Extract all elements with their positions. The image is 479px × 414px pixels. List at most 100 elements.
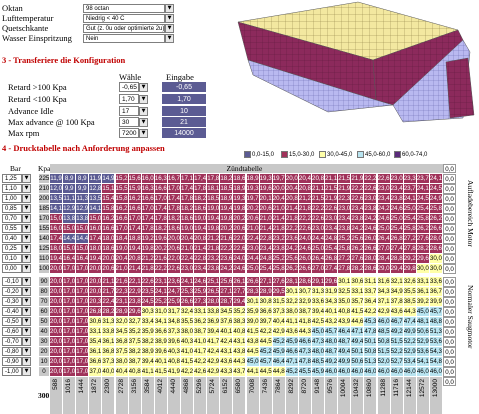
ignition-cell[interactable]: 43,8 [246, 336, 260, 347]
ignition-cell[interactable]: 38,0 [115, 356, 129, 367]
ignition-cell[interactable]: 14,1 [50, 204, 64, 215]
ignition-cell[interactable]: 43,2 [325, 316, 339, 327]
chevron-down-icon[interactable]: ▼ [22, 214, 31, 224]
ignition-cell[interactable]: 20,0 [285, 174, 299, 185]
ignition-cell[interactable]: 46,0 [377, 366, 391, 377]
ignition-cell[interactable]: 24,8 [325, 234, 339, 245]
ignition-cell[interactable]: 16,6 [102, 224, 116, 235]
ignition-cell[interactable]: 21,4 [128, 264, 142, 275]
ignition-cell[interactable]: 22,6 [167, 264, 181, 275]
ignition-cell[interactable]: 19,2 [141, 234, 155, 245]
ignition-cell[interactable]: 42,4 [207, 346, 221, 357]
ignition-cell[interactable]: 37,6 [220, 316, 234, 327]
ignition-cell[interactable]: 17,0 [63, 286, 77, 297]
ignition-cell[interactable]: 17,0 [63, 346, 77, 357]
ignition-cell[interactable]: 48,1 [416, 316, 430, 327]
ignition-cell[interactable]: 42,9 [377, 306, 391, 317]
ignition-cell[interactable]: 47,3 [312, 336, 326, 347]
ignition-cell[interactable]: 30,1 [246, 296, 260, 307]
ignition-cell[interactable]: 20,8 [298, 184, 312, 195]
chevron-down-icon[interactable]: ▼ [22, 234, 31, 244]
ignition-cell[interactable]: 13,8 [63, 214, 77, 225]
ignition-cell[interactable]: 26,4 [312, 254, 326, 265]
ignition-cell[interactable]: 11,9 [50, 174, 64, 185]
ignition-cell[interactable]: 22,8 [194, 254, 208, 265]
ignition-cell[interactable]: 21,7 [102, 286, 116, 297]
ignition-cell[interactable]: 41,9 [167, 366, 181, 377]
ignition-cell[interactable]: 22,8 [259, 234, 273, 245]
ignition-cell[interactable]: 38,7 [194, 326, 208, 337]
ignition-cell[interactable]: 20,0 [50, 264, 64, 275]
ignition-cell[interactable]: 45,2 [285, 366, 299, 377]
ignition-cell[interactable]: 17,0 [63, 366, 77, 377]
ignition-cell[interactable]: 31,0 [154, 306, 168, 317]
ignition-cell[interactable]: 47,4 [403, 316, 417, 327]
ignition-cell[interactable]: 22,2 [154, 264, 168, 275]
ignition-cell[interactable]: 23,8 [390, 194, 404, 205]
ignition-cell[interactable]: 11,3 [76, 194, 90, 205]
ignition-cell[interactable]: 17,0 [76, 276, 90, 287]
ignition-cell[interactable]: 17,0 [76, 356, 90, 367]
ignition-cell[interactable]: 35,7 [351, 296, 365, 307]
ignition-cell[interactable]: 26,6 [246, 276, 260, 287]
ignition-cell[interactable]: 21,8 [285, 214, 299, 225]
ignition-cell[interactable]: 41,7 [194, 346, 208, 357]
ignition-cell[interactable]: 17,1 [181, 174, 195, 185]
chevron-down-icon[interactable]: ▼ [22, 336, 31, 346]
ignition-cell[interactable]: 18,6 [181, 214, 195, 225]
ignition-cell[interactable]: 18,5 [207, 194, 221, 205]
ignition-cell[interactable]: 20,4 [115, 254, 129, 265]
ignition-cell[interactable]: 39,2 [416, 296, 430, 307]
bar-field[interactable]: -0,40 [2, 306, 22, 316]
ignition-cell[interactable]: 52,2 [390, 346, 404, 357]
ignition-cell[interactable]: 36,1 [102, 336, 116, 347]
ignition-cell[interactable]: 32,5 [338, 286, 352, 297]
ignition-cell[interactable]: 23,8 [272, 244, 286, 255]
ignition-cell[interactable]: 39,9 [429, 296, 443, 307]
ignition-cell[interactable]: 24,6 [377, 214, 391, 225]
ignition-cell[interactable]: 44,3 [403, 306, 417, 317]
ignition-cell[interactable]: 22,4 [102, 296, 116, 307]
ignition-cell[interactable]: 20,0 [102, 254, 116, 265]
bar-field[interactable]: -0,30 [2, 296, 22, 306]
ignition-cell[interactable]: 29,2 [403, 254, 417, 265]
ignition-cell[interactable]: 14,1 [89, 204, 103, 215]
ignition-cell[interactable]: 18,5 [220, 184, 234, 195]
ignition-cell[interactable]: 17,4 [167, 194, 181, 205]
ignition-cell[interactable]: 27,6 [416, 234, 430, 245]
bar-field[interactable]: -0,60 [2, 326, 22, 336]
ignition-cell[interactable]: 25,4 [403, 214, 417, 225]
ignition-cell[interactable]: 30,7 [298, 286, 312, 297]
ignition-cell[interactable]: 37,3 [102, 356, 116, 367]
ignition-cell[interactable]: 48,5 [312, 356, 326, 367]
ignition-cell[interactable]: 18,1 [207, 184, 221, 195]
ignition-cell[interactable]: 17,4 [141, 214, 155, 225]
ignition-cell[interactable]: 17,0 [76, 316, 90, 327]
ignition-cell[interactable]: 23,8 [351, 214, 365, 225]
ignition-cell[interactable]: 20,2 [154, 244, 168, 255]
ignition-cell[interactable]: 46,6 [285, 346, 299, 357]
ignition-cell[interactable]: 47,8 [298, 356, 312, 367]
ignition-cell[interactable]: 15,2 [115, 174, 129, 185]
ignition-cell[interactable]: 22,6 [364, 184, 378, 195]
ignition-cell[interactable]: 41,0 [194, 336, 208, 347]
ignition-cell[interactable]: 42,9 [207, 366, 221, 377]
ignition-cell[interactable]: 47,1 [351, 326, 365, 337]
ignition-cell[interactable]: 26,1 [233, 276, 247, 287]
ignition-cell[interactable]: 43,8 [233, 346, 247, 357]
ignition-cell[interactable]: 25,8 [272, 264, 286, 275]
ignition-cell[interactable]: 15,9 [128, 184, 142, 195]
ignition-cell[interactable]: 23,0 [181, 264, 195, 275]
ignition-cell[interactable]: 39,0 [246, 316, 260, 327]
ignition-cell[interactable]: 15,0 [89, 214, 103, 225]
ignition-cell[interactable]: 17,4 [181, 184, 195, 195]
ignition-cell[interactable]: 33,4 [141, 316, 155, 327]
ignition-cell[interactable]: 21,2 [207, 234, 221, 245]
chevron-down-icon[interactable]: ▼ [165, 4, 174, 13]
chevron-down-icon[interactable]: ▼ [22, 204, 31, 214]
ignition-cell[interactable]: 15,4 [102, 194, 116, 205]
bar-field[interactable]: -0,80 [2, 346, 22, 356]
ignition-cell[interactable]: 20,6 [233, 224, 247, 235]
ignition-cell[interactable]: 17,0 [76, 296, 90, 307]
ignition-cell[interactable]: 53,6 [429, 336, 443, 347]
